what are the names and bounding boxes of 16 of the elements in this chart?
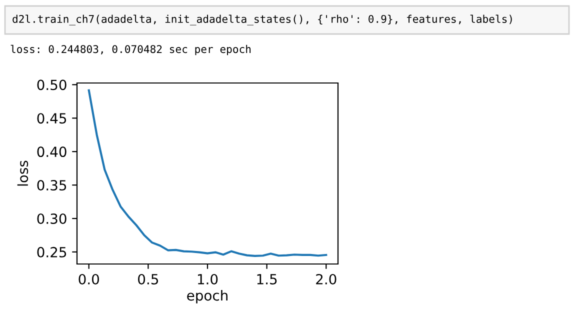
y-tick-label: 0.40: [37, 146, 66, 158]
x-tick-label: 1.0: [198, 274, 218, 284]
y-tick-label: 0.30: [37, 213, 66, 224]
y-tick-label: 0.25: [37, 246, 66, 258]
x-tick-label: 0.0: [78, 274, 99, 284]
y-tick-label: 0.45: [37, 113, 66, 124]
x-tick-label: 1.5: [257, 274, 277, 284]
line-series: [88, 89, 328, 258]
y-axis-title: loss: [17, 160, 28, 186]
text: d2l.train_ch7(adadelta, init_adadelta_states(), {'rho': 0.9}, features, labels): [12, 14, 512, 26]
text: loss: 0.244803, 0.070482 sec per epoch: [10, 44, 251, 56]
x-tick-label: 0.5: [138, 274, 158, 284]
x-tick-label: 2.0: [316, 274, 336, 284]
y-tick-label: 0.35: [37, 180, 66, 191]
y-tick-label: 0.50: [37, 80, 66, 90]
x-axis-title: epoch: [187, 290, 228, 304]
